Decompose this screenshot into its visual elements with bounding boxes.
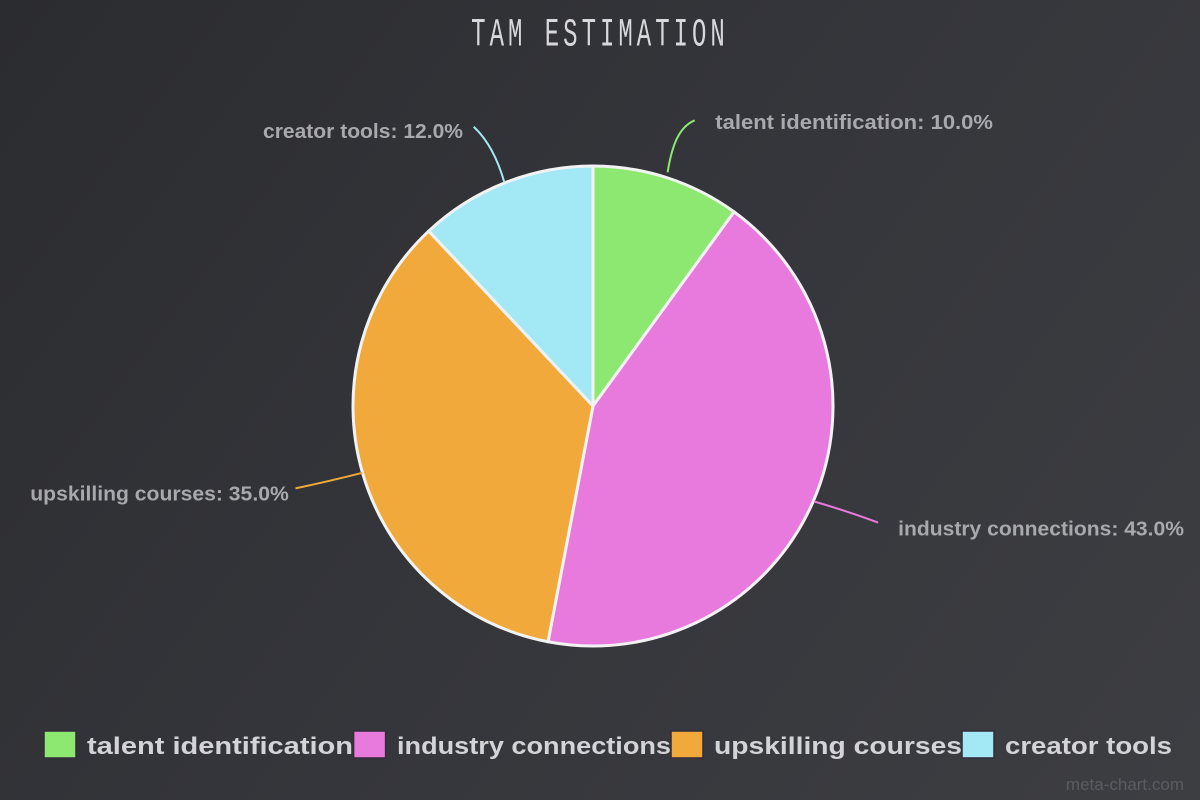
svg-text:talent identification: 10.0%: talent identification: 10.0%: [715, 112, 993, 134]
svg-text:creator tools: creator tools: [1005, 733, 1172, 760]
svg-text:creator tools: 12.0%: creator tools: 12.0%: [263, 121, 463, 143]
svg-text:industry connections: 43.0%: industry connections: 43.0%: [898, 519, 1184, 541]
svg-text:meta-chart.com: meta-chart.com: [1066, 775, 1184, 794]
svg-text:upskilling courses: upskilling courses: [714, 733, 962, 760]
svg-text:upskilling courses: 35.0%: upskilling courses: 35.0%: [30, 483, 289, 505]
svg-text:talent identification: talent identification: [87, 733, 353, 760]
svg-text:industry connections: industry connections: [397, 733, 671, 760]
